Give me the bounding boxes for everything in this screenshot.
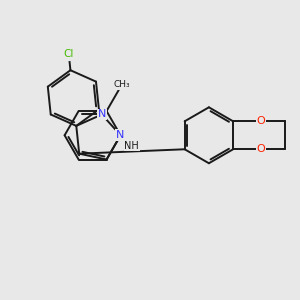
Text: N: N	[98, 110, 106, 119]
Text: NH: NH	[124, 141, 139, 151]
Text: O: O	[257, 144, 266, 154]
Text: CH₃: CH₃	[113, 80, 130, 89]
Text: N: N	[116, 130, 125, 140]
Text: O: O	[257, 116, 266, 126]
Text: Cl: Cl	[64, 49, 74, 59]
